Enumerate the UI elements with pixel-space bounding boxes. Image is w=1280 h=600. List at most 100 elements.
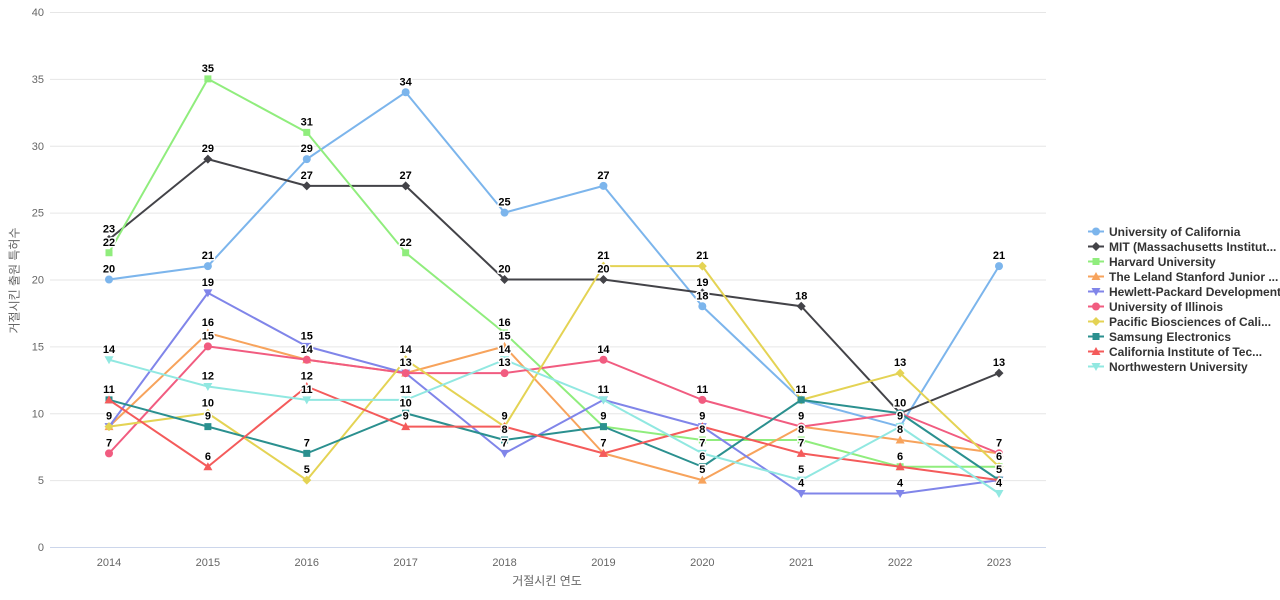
- data-point-university-of-california[interactable]: [698, 302, 707, 311]
- data-point-university-of-california[interactable]: [500, 208, 509, 217]
- data-point-university-of-illinois[interactable]: [302, 355, 311, 364]
- data-point-california-institute-of-tec[interactable]: [598, 448, 608, 457]
- data-point-california-institute-of-tec[interactable]: [796, 448, 806, 457]
- series-line-university-of-illinois[interactable]: [108, 345, 1000, 455]
- legend-item-university-of-illinois[interactable]: University of Illinois: [1088, 299, 1280, 314]
- data-point-hewlett-packard-development[interactable]: [796, 490, 806, 498]
- legend-item-hewlett-packard-development[interactable]: Hewlett-Packard Development: [1088, 284, 1280, 299]
- data-point-samsung-electronics[interactable]: [599, 423, 607, 431]
- data-point-university-of-california[interactable]: [995, 262, 1003, 271]
- data-point-pacific-biosciences-of-cali[interactable]: [598, 261, 608, 271]
- data-point-pacific-biosciences-of-cali[interactable]: [203, 408, 213, 418]
- data-point-university-of-california[interactable]: [203, 262, 212, 271]
- legend-item-california-institute-of-tec[interactable]: California Institute of Tec...: [1088, 344, 1280, 359]
- series-line-hewlett-packard-development[interactable]: [108, 291, 1000, 495]
- series-line-university-of-california[interactable]: [108, 91, 1000, 428]
- data-point-california-institute-of-tec[interactable]: [895, 462, 905, 471]
- data-point-mit-massachusetts-institut[interactable]: [697, 288, 707, 298]
- data-point-pacific-biosciences-of-cali[interactable]: [104, 422, 114, 432]
- data-point-university-of-california[interactable]: [401, 88, 410, 97]
- data-point-pacific-biosciences-of-cali[interactable]: [895, 368, 905, 378]
- data-point-california-institute-of-tec[interactable]: [203, 462, 213, 471]
- data-point-university-of-illinois[interactable]: [599, 355, 608, 364]
- data-point-northwestern-university[interactable]: [796, 476, 806, 485]
- data-point-northwestern-university[interactable]: [203, 383, 213, 391]
- data-point-northwestern-university[interactable]: [895, 423, 905, 432]
- data-point-northwestern-university[interactable]: [401, 396, 411, 405]
- data-point-university-of-california[interactable]: [302, 155, 311, 164]
- series-line-samsung-electronics[interactable]: [108, 398, 1000, 482]
- data-point-university-of-illinois[interactable]: [698, 395, 707, 404]
- data-point-hewlett-packard-development[interactable]: [203, 289, 213, 298]
- series-line-california-institute-of-tec[interactable]: [108, 385, 1000, 482]
- data-point-harvard-university[interactable]: [797, 436, 805, 444]
- data-point-harvard-university[interactable]: [204, 75, 212, 83]
- data-point-hewlett-packard-development[interactable]: [500, 449, 510, 458]
- data-point-the-leland-stanford-junior[interactable]: [500, 341, 510, 350]
- data-point-mit-massachusetts-institut[interactable]: [598, 275, 608, 284]
- legend-item-pacific-biosciences-of-cali[interactable]: Pacific Biosciences of Cali...: [1088, 314, 1280, 329]
- legend-item-northwestern-university[interactable]: Northwestern University: [1088, 359, 1280, 374]
- data-point-pacific-biosciences-of-cali[interactable]: [994, 462, 1004, 472]
- data-label: 19: [202, 277, 214, 289]
- data-point-california-institute-of-tec[interactable]: [104, 395, 114, 404]
- data-point-harvard-university[interactable]: [501, 329, 509, 337]
- series-line-northwestern-university[interactable]: [108, 358, 1000, 495]
- data-point-university-of-illinois[interactable]: [105, 449, 113, 458]
- data-point-mit-massachusetts-institut[interactable]: [994, 368, 1004, 378]
- data-point-samsung-electronics[interactable]: [402, 409, 410, 417]
- data-point-northwestern-university[interactable]: [598, 396, 608, 405]
- data-point-mit-massachusetts-institut[interactable]: [401, 181, 411, 191]
- data-point-samsung-electronics[interactable]: [303, 449, 311, 457]
- data-point-california-institute-of-tec[interactable]: [302, 382, 312, 390]
- y-tick-label: 15: [32, 341, 44, 353]
- legend-item-samsung-electronics[interactable]: Samsung Electronics: [1088, 329, 1280, 344]
- legend-item-harvard-university[interactable]: Harvard University: [1088, 254, 1280, 269]
- data-point-northwestern-university[interactable]: [302, 396, 312, 405]
- data-point-the-leland-stanford-junior[interactable]: [895, 435, 905, 444]
- data-point-mit-massachusetts-institut[interactable]: [796, 301, 806, 311]
- series-line-pacific-biosciences-of-cali[interactable]: [108, 265, 1000, 482]
- data-point-university-of-illinois[interactable]: [401, 369, 410, 378]
- data-point-mit-massachusetts-institut[interactable]: [302, 181, 312, 191]
- data-point-samsung-electronics[interactable]: [896, 409, 904, 417]
- data-point-northwestern-university[interactable]: [104, 356, 114, 365]
- data-point-university-of-illinois[interactable]: [500, 369, 509, 378]
- data-point-the-leland-stanford-junior[interactable]: [697, 475, 707, 484]
- legend-item-university-of-california[interactable]: University of California: [1088, 224, 1280, 239]
- data-point-northwestern-university[interactable]: [994, 490, 1004, 498]
- data-label: 21: [597, 250, 609, 262]
- data-point-california-institute-of-tec[interactable]: [994, 475, 1004, 484]
- data-point-northwestern-university[interactable]: [697, 449, 707, 458]
- data-point-university-of-illinois[interactable]: [203, 342, 212, 351]
- data-point-university-of-california[interactable]: [105, 275, 113, 284]
- data-point-the-leland-stanford-junior[interactable]: [203, 328, 213, 337]
- data-point-harvard-university[interactable]: [402, 249, 410, 257]
- legend-item-the-leland-stanford-junior[interactable]: The Leland Stanford Junior ...: [1088, 269, 1280, 284]
- series-line-the-leland-stanford-junior[interactable]: [108, 332, 1000, 482]
- data-point-mit-massachusetts-institut[interactable]: [203, 154, 213, 164]
- data-point-samsung-electronics[interactable]: [797, 396, 805, 404]
- data-point-samsung-electronics[interactable]: [698, 463, 706, 471]
- data-point-university-of-california[interactable]: [599, 181, 608, 190]
- data-point-california-institute-of-tec[interactable]: [401, 422, 411, 431]
- data-point-mit-massachusetts-institut[interactable]: [104, 234, 114, 244]
- data-point-samsung-electronics[interactable]: [204, 423, 212, 431]
- data-point-university-of-illinois[interactable]: [995, 449, 1003, 458]
- data-point-pacific-biosciences-of-cali[interactable]: [697, 261, 707, 271]
- data-point-mit-massachusetts-institut[interactable]: [500, 275, 510, 284]
- data-point-harvard-university[interactable]: [698, 436, 706, 444]
- data-point-hewlett-packard-development[interactable]: [895, 490, 905, 498]
- data-point-university-of-illinois[interactable]: [797, 422, 806, 431]
- data-point-pacific-biosciences-of-cali[interactable]: [302, 475, 312, 485]
- data-point-harvard-university[interactable]: [303, 128, 311, 136]
- data-point-hewlett-packard-development[interactable]: [302, 342, 312, 351]
- data-point-samsung-electronics[interactable]: [501, 436, 509, 444]
- legend-item-mit-massachusetts-institut[interactable]: MIT (Massachusetts Institut...: [1088, 239, 1280, 254]
- data-point-california-institute-of-tec[interactable]: [697, 422, 707, 431]
- data-point-harvard-university[interactable]: [105, 249, 113, 257]
- series-line-mit-massachusetts-institut[interactable]: [108, 158, 1000, 415]
- data-point-california-institute-of-tec[interactable]: [500, 422, 510, 431]
- data-point-northwestern-university[interactable]: [500, 356, 510, 365]
- data-point-pacific-biosciences-of-cali[interactable]: [401, 355, 411, 365]
